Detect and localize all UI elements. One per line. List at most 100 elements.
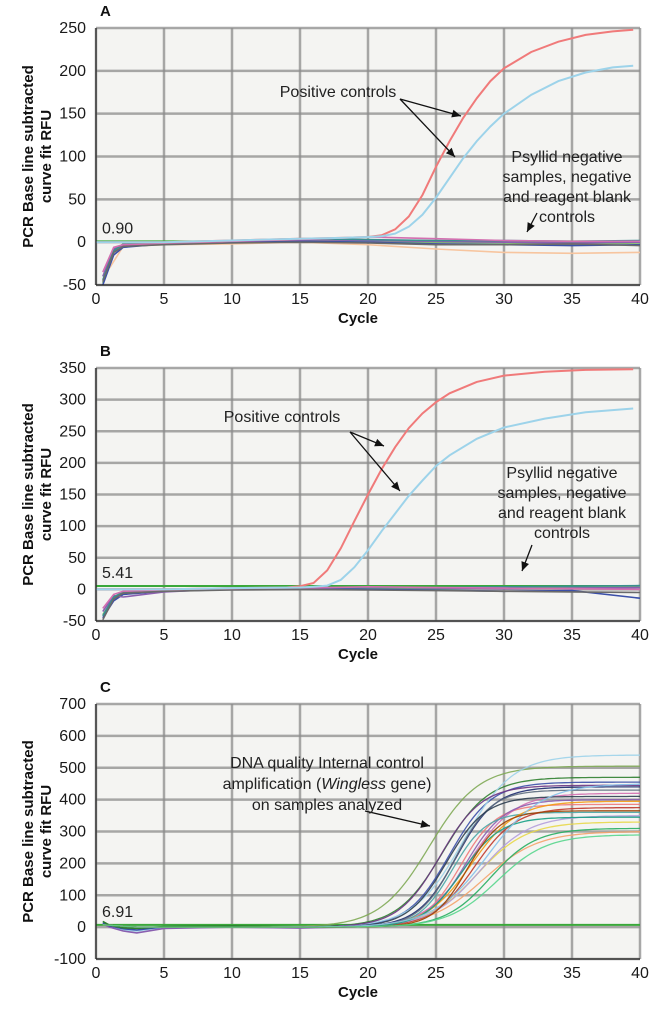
x-tick-label: 0 [92, 965, 101, 982]
x-tick-label: 25 [427, 627, 445, 644]
annotation-arrow [349, 431, 401, 492]
y-axis-label: PCR Base line subtractedcurve fit RFU [20, 740, 55, 923]
series-line [102, 923, 369, 934]
series-line [96, 64, 634, 244]
y-tick-label: 700 [59, 696, 86, 713]
x-tick-label: 40 [631, 291, 649, 308]
y-tick-label: 200 [59, 63, 86, 80]
annotation-text-line: gene) [386, 776, 431, 793]
x-tick-label: 10 [223, 291, 241, 308]
x-tick-label: 25 [427, 965, 445, 982]
chart-panel-b: 5.41 -50 0 50 100 150 200 250 300 350 0 5 10 15 20 25 30… [20, 343, 649, 663]
y-axis-label-line: PCR Base line subtracted [20, 65, 37, 248]
y-tick-label: 100 [59, 887, 86, 904]
x-tick-label: 35 [563, 965, 581, 982]
x-tick-label: 30 [495, 627, 513, 644]
y-tick-label: 50 [68, 191, 86, 208]
x-tick-label: 25 [427, 291, 445, 308]
annotation-arrowhead [420, 820, 430, 828]
chart-panel-a: 0.90 -50 0 50 100 150 200 250 0 5 10 15 20 25 30 35 40 Cy… [20, 3, 649, 327]
y-tick-label: 0 [77, 234, 86, 251]
x-tick-label: 15 [291, 291, 309, 308]
annotation-arrowhead [527, 222, 535, 232]
series-line [102, 241, 641, 282]
y-tick-label: 0 [77, 581, 86, 598]
annotation-text: Psyllid negative [506, 465, 617, 482]
y-axis-label-line: PCR Base line subtracted [20, 740, 37, 923]
annotation-text: and reagent blank [498, 505, 627, 522]
y-tick-label: 50 [68, 550, 86, 567]
chart-panel-c: 6.91 -100 0 100 200 300 400 500 600 700 0 5 10 15 20 25… [20, 679, 649, 1001]
annotation-text: Positive controls [280, 84, 397, 101]
y-tick-label: 200 [59, 855, 86, 872]
annotation-arrowhead [445, 147, 455, 157]
y-tick-label: 250 [59, 423, 86, 440]
annotation-arrowhead [521, 561, 529, 571]
y-axis-label-line: curve fit RFU [38, 448, 55, 541]
series-line [102, 834, 640, 928]
x-tick-label: 10 [223, 627, 241, 644]
panel-label: C [100, 679, 111, 696]
y-axis-label: PCR Base line subtractedcurve fit RFU [20, 65, 55, 248]
annotation-arrowhead [374, 438, 384, 447]
x-tick-label: 35 [563, 627, 581, 644]
annotation-text: samples, negative [498, 485, 627, 502]
y-tick-label: 400 [59, 792, 86, 809]
y-axis-label-line: curve fit RFU [38, 110, 55, 203]
y-tick-label: -50 [63, 613, 86, 630]
annotation-arrowhead [451, 109, 461, 118]
annotation-text: and reagent blank [503, 189, 632, 206]
annotation-text: samples, negative [503, 169, 632, 186]
y-tick-label: 350 [59, 360, 86, 377]
annotation-arrowhead [391, 481, 400, 491]
series-line [96, 407, 634, 591]
panel-label: A [100, 3, 111, 20]
y-axis-label-line: curve fit RFU [38, 785, 55, 878]
x-tick-label: 10 [223, 965, 241, 982]
annotation-text-line: amplification ( [223, 776, 322, 793]
y-tick-label: 500 [59, 760, 86, 777]
y-tick-label: 600 [59, 728, 86, 745]
panel-label: B [100, 343, 111, 360]
annotation-text-line: Wingless [321, 776, 386, 793]
annotation-arrow [399, 98, 456, 158]
x-axis-label: Cycle [338, 984, 378, 1001]
x-tick-label: 0 [92, 291, 101, 308]
annotation-text: controls [539, 209, 595, 226]
series-line [102, 588, 641, 621]
y-tick-label: 250 [59, 20, 86, 37]
threshold-label: 5.41 [102, 565, 133, 582]
annotation-text: DNA quality Internal control amplificatio… [223, 755, 432, 814]
annotation-arrow [364, 810, 431, 827]
x-tick-label: 35 [563, 291, 581, 308]
y-tick-label: 100 [59, 518, 86, 535]
annotation-text: controls [534, 525, 590, 542]
x-tick-label: 5 [160, 627, 169, 644]
y-tick-label: 0 [77, 919, 86, 936]
threshold-label: 6.91 [102, 904, 133, 921]
annotation-text: Positive controls [224, 409, 341, 426]
annotation-text-line: on samples analyzed [252, 797, 402, 814]
x-tick-label: 15 [291, 627, 309, 644]
x-tick-label: 40 [631, 627, 649, 644]
x-tick-label: 5 [160, 291, 169, 308]
y-tick-label: 150 [59, 106, 86, 123]
annotation-arrow [399, 98, 462, 117]
y-tick-label: 300 [59, 824, 86, 841]
x-tick-label: 15 [291, 965, 309, 982]
x-tick-label: 5 [160, 965, 169, 982]
annotation-text: Psyllid negative [511, 149, 622, 166]
x-tick-label: 0 [92, 627, 101, 644]
y-tick-label: 150 [59, 487, 86, 504]
threshold-label: 0.90 [102, 220, 133, 237]
y-tick-label: -50 [63, 277, 86, 294]
x-tick-label: 30 [495, 291, 513, 308]
x-axis-label: Cycle [338, 310, 378, 327]
y-tick-label: 200 [59, 455, 86, 472]
x-axis-label: Cycle [338, 646, 378, 663]
y-axis-label-line: PCR Base line subtracted [20, 403, 37, 586]
x-tick-label: 20 [359, 627, 377, 644]
x-tick-label: 20 [359, 291, 377, 308]
x-tick-label: 40 [631, 965, 649, 982]
